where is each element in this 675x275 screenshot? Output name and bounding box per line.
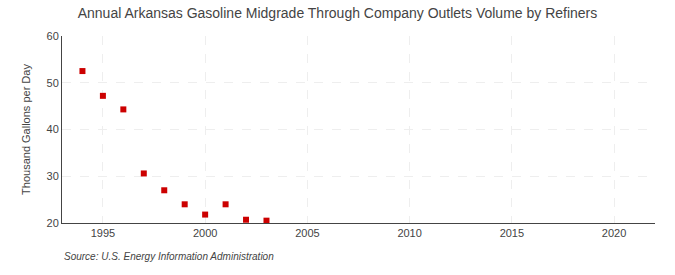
svg-text:2020: 2020	[602, 227, 626, 239]
svg-text:2000: 2000	[193, 227, 217, 239]
svg-text:2010: 2010	[397, 227, 421, 239]
svg-text:30: 30	[47, 170, 59, 182]
svg-text:2015: 2015	[500, 227, 524, 239]
svg-text:40: 40	[47, 123, 59, 135]
svg-text:50: 50	[47, 77, 59, 89]
svg-text:60: 60	[47, 30, 59, 42]
svg-text:2005: 2005	[295, 227, 319, 239]
svg-text:Annual Arkansas Gasoline Midgr: Annual Arkansas Gasoline Midgrade Throug…	[78, 5, 598, 21]
svg-text:Source: U.S. Energy Informatio: Source: U.S. Energy Information Administ…	[64, 251, 274, 262]
svg-text:1995: 1995	[91, 227, 115, 239]
svg-text:Thousand Gallons per Day: Thousand Gallons per Day	[20, 64, 32, 195]
svg-text:20: 20	[47, 217, 59, 229]
